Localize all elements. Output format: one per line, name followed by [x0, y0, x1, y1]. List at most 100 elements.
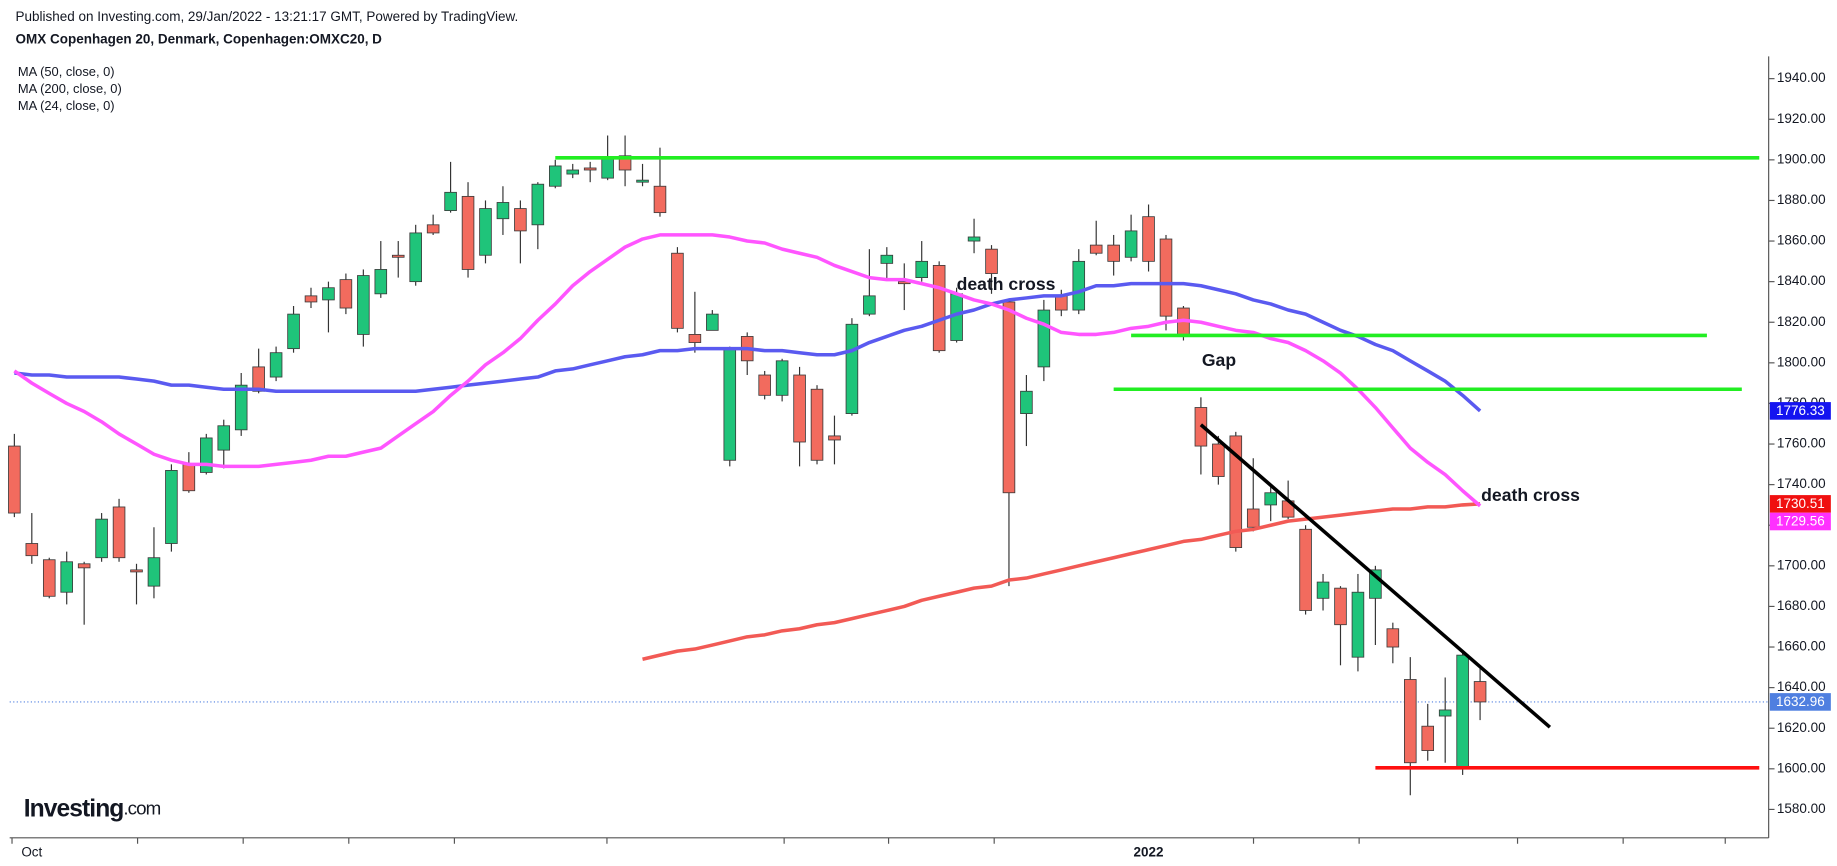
- price-label-bg: [1769, 693, 1831, 711]
- price-label: 1776.33: [1776, 403, 1825, 418]
- price-label: 1730.51: [1776, 496, 1825, 511]
- candle-body: [1334, 587, 1347, 626]
- candle-body: [758, 374, 771, 396]
- candle-body: [304, 295, 318, 303]
- price-label-bg: [1769, 495, 1831, 513]
- candle-body: [636, 179, 649, 183]
- candle-body: [549, 165, 562, 187]
- candle-body: [601, 157, 614, 179]
- candle-body: [234, 384, 248, 431]
- x-tick-label: 2022: [1134, 845, 1164, 860]
- candle-body: [1037, 309, 1051, 368]
- candle-body: [339, 279, 353, 309]
- candle-body: [1246, 508, 1260, 528]
- candle-body: [1438, 709, 1452, 717]
- candle-body: [479, 208, 492, 256]
- price-label: 1632.96: [1776, 694, 1825, 709]
- candle-body: [863, 295, 876, 315]
- candle-body: [688, 334, 702, 343]
- y-tick-label: 1880.00: [1777, 192, 1826, 207]
- candle-body: [8, 445, 21, 514]
- candle-body: [444, 191, 457, 212]
- candle-body: [1072, 260, 1086, 311]
- candle-body: [828, 435, 841, 441]
- candle-body: [130, 569, 143, 573]
- candle-body: [531, 183, 545, 226]
- candle-body: [1159, 238, 1173, 317]
- legend-entry: MA (200, close, 0): [18, 81, 122, 96]
- candle-body: [1316, 581, 1330, 599]
- candle-body: [165, 470, 178, 544]
- y-tick-label: 1900.00: [1777, 151, 1826, 166]
- candle-body: [42, 559, 56, 597]
- candle-body: [706, 313, 719, 331]
- x-tick-label: Oct: [21, 845, 42, 860]
- y-tick-label: 1680.00: [1777, 598, 1826, 613]
- candle-body: [1089, 244, 1103, 254]
- candle-body: [723, 348, 737, 461]
- candle-body: [1107, 244, 1120, 262]
- annotation: death cross: [1481, 485, 1580, 505]
- candle-body: [287, 313, 300, 350]
- candle-body: [357, 275, 370, 335]
- candle-body: [1229, 435, 1243, 548]
- legend-entry: MA (24, close, 0): [18, 98, 115, 113]
- y-tick-label: 1700.00: [1777, 557, 1826, 572]
- candle-body: [671, 252, 684, 329]
- candle-body: [845, 323, 859, 414]
- annotation: Gap: [1202, 350, 1236, 370]
- candle-body: [461, 195, 475, 270]
- y-tick-label: 1840.00: [1777, 273, 1826, 288]
- brand-name: Investing: [24, 795, 124, 822]
- price-label: 1729.56: [1776, 514, 1825, 529]
- x-axis-minor-ticks: [11, 837, 1726, 844]
- y-tick-label: 1600.00: [1777, 760, 1826, 775]
- candle-body: [1142, 216, 1155, 262]
- candle-body: [1124, 230, 1138, 258]
- candle-body: [200, 437, 213, 473]
- candle-body: [1456, 654, 1469, 768]
- ma-line: [14, 281, 1482, 413]
- candle-body: [147, 557, 161, 587]
- annotation: death cross: [957, 274, 1056, 294]
- ma-line: [642, 502, 1481, 661]
- y-tick-label: 1860.00: [1777, 233, 1826, 248]
- candle-body: [1421, 725, 1435, 751]
- candle-body: [1212, 443, 1225, 477]
- candle-body: [426, 224, 440, 234]
- candle-body: [1404, 679, 1417, 764]
- candle-body: [618, 155, 632, 171]
- candle-body: [1055, 295, 1068, 311]
- candle-body: [60, 561, 73, 593]
- candle-body: [1020, 390, 1033, 414]
- candle-body: [182, 463, 196, 492]
- candle-body: [217, 425, 231, 451]
- candle-body: [1369, 569, 1382, 599]
- candle-body: [775, 360, 789, 396]
- candle-body: [880, 254, 894, 264]
- candle-body: [793, 374, 806, 443]
- candle-body: [1473, 681, 1487, 703]
- candle-body: [252, 366, 265, 392]
- y-tick-label: 1940.00: [1777, 70, 1826, 85]
- candle-body: [496, 202, 510, 220]
- candle-body: [514, 208, 527, 232]
- candle-body: [1299, 528, 1312, 611]
- candle-body: [583, 167, 597, 171]
- candle-body: [566, 169, 580, 175]
- candle-body: [985, 248, 998, 274]
- y-tick-label: 1660.00: [1777, 639, 1826, 654]
- candle-body: [322, 287, 335, 301]
- candle-body: [810, 388, 824, 461]
- candle-body: [1264, 492, 1277, 506]
- y-tick-label: 1920.00: [1777, 111, 1826, 126]
- candle-body: [112, 506, 126, 559]
- candle-body: [391, 254, 405, 258]
- candle-body: [1351, 591, 1365, 658]
- candle-body: [653, 185, 667, 214]
- candle-body: [1386, 628, 1400, 648]
- candle-body: [95, 518, 108, 559]
- candle-body: [269, 352, 283, 378]
- candle-body: [1002, 301, 1016, 494]
